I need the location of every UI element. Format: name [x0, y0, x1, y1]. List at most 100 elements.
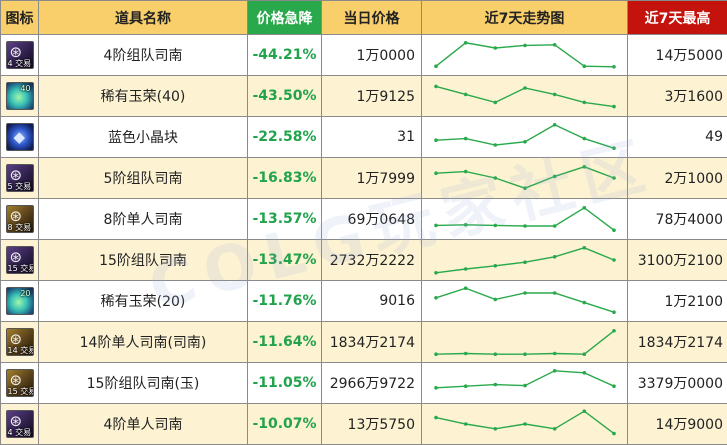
trend-point [583, 352, 587, 356]
trend-point [553, 291, 557, 295]
trend-point [553, 43, 557, 47]
item-name: 稀有玉荣(40) [39, 76, 248, 117]
trend-line [436, 248, 614, 273]
icon-tag: 15 交易 [8, 387, 34, 396]
icon-tag: 20 [20, 289, 30, 298]
item-name: 稀有玉荣(20) [39, 281, 248, 322]
trend-point [494, 101, 498, 105]
trend-point [583, 101, 587, 105]
trend-point [434, 386, 438, 390]
header-price: 当日价格 [322, 1, 422, 35]
trend-point [612, 65, 616, 69]
trend-point [553, 224, 557, 228]
trend-point [494, 383, 498, 387]
trend-point [523, 260, 527, 264]
trend-point [583, 301, 587, 305]
trend-point [553, 93, 557, 97]
trend-point [494, 176, 498, 180]
item-name: 8阶单人司南 [39, 199, 248, 240]
trend-sparkline [422, 322, 628, 362]
trend-point [434, 352, 438, 356]
icon-glyph: ⊛ [10, 413, 23, 429]
icon-tag: 8 交易 [8, 223, 32, 232]
trend-point [434, 138, 438, 142]
trend-point [434, 224, 438, 228]
current-price: 69万0648 [322, 199, 422, 240]
price-drop: -13.57% [248, 199, 322, 240]
trend-cell [422, 117, 628, 158]
trend-point [494, 298, 498, 302]
crystal-icon: ◆ [6, 123, 34, 151]
trend-cell [422, 281, 628, 322]
table-row: 20 稀有玉荣(20)-11.76%9016 1万2100 [1, 281, 727, 322]
icon-glyph: ⊛ [10, 167, 23, 183]
icon-tag: 15 交易 [8, 264, 34, 273]
trend-point [553, 369, 557, 373]
trend-point [553, 123, 557, 127]
header-max: 近7天最高 [628, 1, 727, 35]
trend-point [553, 352, 557, 356]
trend-point [464, 93, 468, 97]
trend-point [583, 206, 587, 210]
seven-day-max: 78万4000 [628, 199, 727, 240]
trend-point [494, 46, 498, 50]
trend-point [583, 137, 587, 141]
trend-point [434, 416, 438, 420]
trend-point [464, 41, 468, 45]
trend-sparkline [422, 117, 628, 157]
seven-day-max: 3100万2100 [628, 240, 727, 281]
compass-icon: ⊛5 交易 [6, 164, 34, 192]
trend-point [464, 352, 468, 356]
item-name: 蓝色小晶块 [39, 117, 248, 158]
compass-icon: ⊛15 交易 [6, 246, 34, 274]
trend-point [464, 137, 468, 141]
trend-line [436, 167, 614, 188]
trend-point [464, 223, 468, 227]
current-price: 31 [322, 117, 422, 158]
price-drop: -44.21% [248, 35, 322, 76]
compass-gold-icon: ⊛8 交易 [6, 205, 34, 233]
icon-cell: ⊛15 交易 [1, 240, 39, 281]
icon-glyph: ⊛ [10, 331, 23, 347]
trend-sparkline [422, 281, 628, 321]
seven-day-max: 3379万0000 [628, 363, 727, 404]
seven-day-max: 14万9000 [628, 404, 727, 445]
trend-cell [422, 35, 628, 76]
seven-day-max: 3万1600 [628, 76, 727, 117]
header-icon: 图标 [1, 1, 39, 35]
current-price: 2966万9722 [322, 363, 422, 404]
trend-point [434, 296, 438, 300]
price-drop: -22.58% [248, 117, 322, 158]
price-drop: -13.47% [248, 240, 322, 281]
trend-point [464, 170, 468, 174]
current-price: 2732万2222 [322, 240, 422, 281]
icon-glyph: ⊛ [10, 208, 23, 224]
trend-point [583, 246, 587, 250]
price-drop: -10.07% [248, 404, 322, 445]
trend-point [464, 286, 468, 290]
trend-point [612, 329, 616, 333]
compass-icon: ⊛4 交易 [6, 41, 34, 69]
header-row: 图标 道具名称 价格急降 当日价格 近7天走势图 近7天最高 [1, 1, 727, 35]
item-name: 15阶组队司南(玉) [39, 363, 248, 404]
trend-point [523, 186, 527, 190]
icon-cell: ⊛14 交易 [1, 322, 39, 363]
trend-point [583, 165, 587, 169]
item-name: 5阶组队司南 [39, 158, 248, 199]
icon-cell: ⊛8 交易 [1, 199, 39, 240]
seven-day-max: 1万2100 [628, 281, 727, 322]
compass-gold-icon: ⊛14 交易 [6, 328, 34, 356]
trend-point [612, 176, 616, 180]
icon-tag: 5 交易 [8, 182, 32, 191]
price-drop: -11.76% [248, 281, 322, 322]
trend-point [553, 255, 557, 259]
trend-point [523, 44, 527, 48]
current-price: 9016 [322, 281, 422, 322]
